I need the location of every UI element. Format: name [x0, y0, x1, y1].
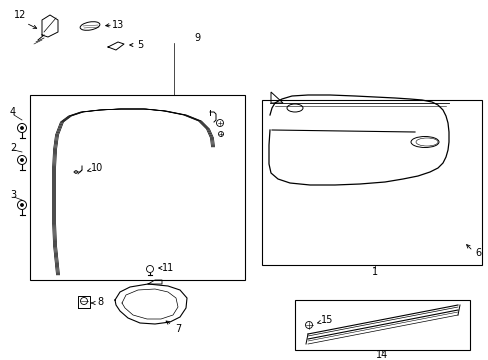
Circle shape	[21, 159, 23, 161]
Bar	[294, 300, 469, 350]
Text: 3: 3	[10, 190, 16, 200]
Text: 5: 5	[137, 40, 143, 50]
Bar	[262, 100, 481, 265]
Text: 2: 2	[10, 143, 16, 153]
Text: 8: 8	[97, 297, 103, 307]
Text: 6: 6	[474, 248, 480, 258]
Text: 15: 15	[320, 315, 332, 325]
Circle shape	[21, 204, 23, 206]
Text: 13: 13	[112, 20, 124, 30]
Text: 4: 4	[10, 107, 16, 117]
Text: 14: 14	[375, 350, 387, 360]
Circle shape	[21, 127, 23, 129]
Text: 1: 1	[371, 267, 377, 277]
Text: 7: 7	[175, 324, 181, 334]
Bar	[30, 95, 244, 280]
Text: 11: 11	[162, 263, 174, 273]
Text: 10: 10	[91, 163, 103, 173]
Text: 12: 12	[14, 10, 26, 20]
Text: 9: 9	[194, 33, 200, 43]
